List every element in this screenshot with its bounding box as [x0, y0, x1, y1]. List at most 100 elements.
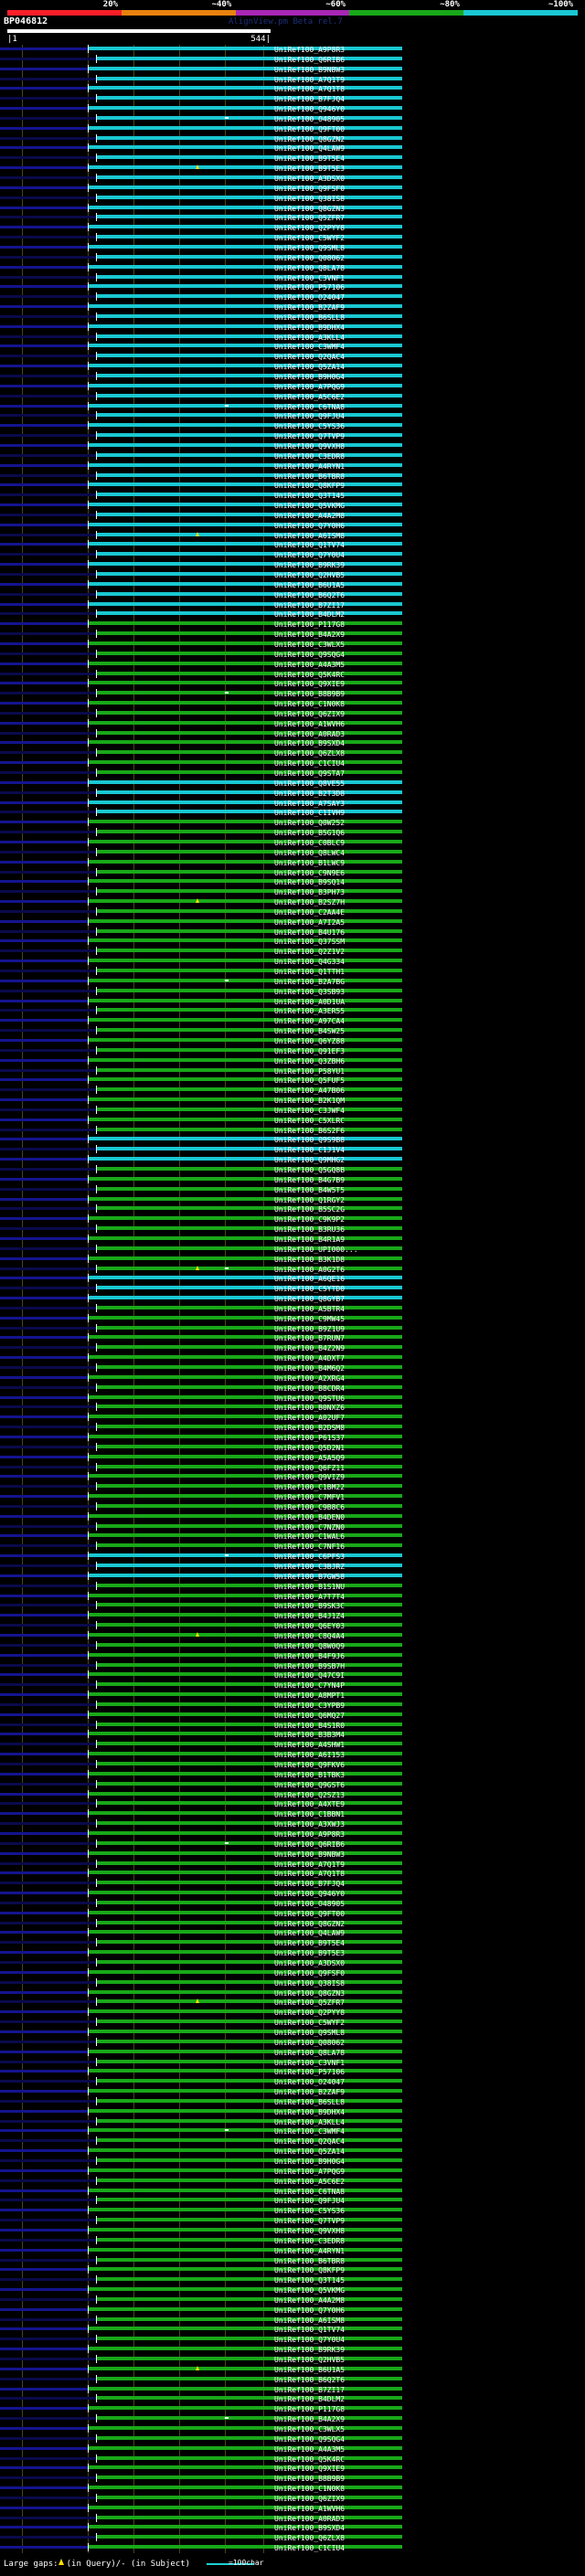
subject-label[interactable]: UniRef100_B2A7BG — [274, 977, 346, 986]
subject-label[interactable]: UniRef100_Q8KFP9 — [274, 2266, 346, 2275]
hsp-bar[interactable] — [88, 2386, 402, 2390]
hsp-bar[interactable] — [88, 1394, 402, 1399]
alignment-row[interactable]: UniRef100_Q8LA78 — [0, 262, 585, 273]
hsp-bar[interactable] — [88, 1593, 402, 1597]
alignment-row[interactable]: UniRef100_Q6EY03 — [0, 1621, 585, 1631]
alignment-row[interactable]: UniRef100_A7Q1T9 — [0, 74, 585, 85]
hsp-bar[interactable] — [88, 66, 402, 70]
alignment-row[interactable]: UniRef100_A6ISM8 — [0, 530, 585, 541]
alignment-row[interactable]: UniRef100_C1IVH9 — [0, 808, 585, 818]
alignment-row[interactable]: UniRef100_Q47C9I — [0, 1670, 585, 1680]
hsp-bar[interactable] — [96, 1920, 402, 1924]
subject-label[interactable]: UniRef100_Q9STA7 — [274, 769, 346, 779]
alignment-row[interactable]: UniRef100_B4U176 — [0, 927, 585, 938]
alignment-row[interactable]: UniRef100_A02UF7 — [0, 1413, 585, 1423]
subject-label[interactable]: UniRef100_A7Q1T9 — [274, 75, 346, 84]
subject-label[interactable]: UniRef100_B3PH73 — [274, 888, 346, 897]
hsp-bar[interactable] — [96, 393, 402, 398]
hsp-bar[interactable] — [96, 2296, 402, 2301]
subject-label[interactable]: UniRef100_B9T5E3 — [274, 1949, 346, 1958]
alignment-row[interactable]: UniRef100_A6QE16 — [0, 1274, 585, 1284]
subject-label[interactable]: UniRef100_C3WLX5 — [274, 640, 346, 649]
alignment-row[interactable]: UniRef100_Q2QAC4 — [0, 2136, 585, 2147]
hsp-bar[interactable] — [96, 2316, 402, 2321]
hsp-bar[interactable] — [88, 820, 402, 824]
hsp-bar[interactable] — [96, 1167, 402, 1171]
alignment-row[interactable]: UniRef100_C9MW45 — [0, 1313, 585, 1324]
alignment-row[interactable]: UniRef100_P57106 — [0, 282, 585, 292]
hsp-bar[interactable] — [96, 988, 402, 992]
hsp-bar[interactable] — [96, 1067, 402, 1072]
subject-label[interactable]: UniRef100_Q9FJU4 — [274, 2197, 346, 2206]
hsp-bar[interactable] — [96, 1028, 402, 1033]
alignment-row[interactable]: UniRef100_Q9STA7 — [0, 769, 585, 779]
subject-label[interactable]: UniRef100_C6PFS3 — [274, 1553, 346, 1562]
subject-label[interactable]: UniRef100_C8Q4A4 — [274, 1631, 346, 1640]
subject-label[interactable]: UniRef100_Q9FT00 — [274, 124, 346, 133]
subject-label[interactable]: UniRef100_A3KLL4 — [274, 2117, 346, 2126]
alignment-row[interactable]: UniRef100_B6U1A5 — [0, 579, 585, 590]
alignment-row[interactable]: UniRef100_B9RK39 — [0, 560, 585, 570]
alignment-row[interactable]: UniRef100_P117G8 — [0, 2404, 585, 2414]
hsp-bar[interactable] — [96, 493, 402, 497]
alignment-row[interactable]: UniRef100_O48905 — [0, 1898, 585, 1909]
subject-label[interactable]: UniRef100_A5C6E2 — [274, 392, 346, 401]
hsp-bar[interactable] — [96, 96, 402, 101]
alignment-row[interactable]: UniRef100_Q4G334 — [0, 957, 585, 967]
hsp-bar[interactable] — [88, 2227, 402, 2231]
alignment-row[interactable]: UniRef100_Q5FUF5 — [0, 1076, 585, 1086]
hsp-bar[interactable] — [88, 681, 402, 685]
subject-label[interactable]: UniRef100_Q8W0Q9 — [274, 1641, 346, 1650]
alignment-row[interactable]: UniRef100_B2T3D8 — [0, 788, 585, 799]
hsp-bar[interactable] — [96, 512, 402, 516]
alignment-row[interactable]: UniRef100_B5SC2G — [0, 1204, 585, 1214]
subject-label[interactable]: UniRef100_A6ISM8 — [274, 531, 346, 540]
subject-label[interactable]: UniRef100_C3BJRZ — [274, 1563, 346, 1572]
hsp-bar[interactable] — [88, 641, 402, 645]
subject-label[interactable]: UniRef100_B4R1A9 — [274, 1235, 346, 1244]
subject-label[interactable]: UniRef100_A5C6E2 — [274, 2177, 346, 2186]
subject-label[interactable]: UniRef100_B4F9J6 — [274, 1651, 346, 1660]
hsp-bar[interactable] — [96, 2495, 402, 2499]
hsp-bar[interactable] — [96, 1186, 402, 1191]
subject-label[interactable]: UniRef100_C5YS36 — [274, 422, 346, 431]
hsp-bar[interactable] — [88, 403, 402, 408]
subject-label[interactable]: UniRef100_Q5VKMG — [274, 502, 346, 511]
hsp-bar[interactable] — [96, 2118, 402, 2123]
alignment-row[interactable]: UniRef100_A3KLL4 — [0, 332, 585, 343]
subject-label[interactable]: UniRef100_C6TNA8 — [274, 402, 346, 411]
alignment-row[interactable]: UniRef100_C1J1V4 — [0, 1145, 585, 1155]
hsp-bar[interactable] — [96, 1464, 402, 1468]
hsp-bar[interactable] — [96, 750, 402, 755]
alignment-row[interactable]: UniRef100_Q2HVB5 — [0, 2355, 585, 2365]
hsp-bar[interactable] — [88, 2465, 402, 2470]
subject-label[interactable]: UniRef100_B8B9B9 — [274, 2475, 346, 2484]
subject-label[interactable]: UniRef100_B4DLM2 — [274, 610, 346, 620]
hsp-bar[interactable] — [96, 1523, 402, 1528]
hsp-bar[interactable] — [96, 1425, 402, 1429]
subject-label[interactable]: UniRef100_B4U176 — [274, 928, 346, 937]
hsp-bar[interactable] — [96, 2376, 402, 2380]
alignment-row[interactable]: UniRef100_Q9FT00 — [0, 1908, 585, 1919]
subject-label[interactable]: UniRef100_A9P8R3 — [274, 46, 346, 54]
alignment-row[interactable]: UniRef100_Q6MQ27 — [0, 1710, 585, 1721]
hsp-bar[interactable] — [96, 1742, 402, 1746]
subject-label[interactable]: UniRef100_O24047 — [274, 2078, 346, 2087]
subject-label[interactable]: UniRef100_Q7TVP9 — [274, 432, 346, 441]
subject-label[interactable]: UniRef100_B6U1A5 — [274, 2365, 346, 2374]
alignment-row[interactable]: UniRef100_B8B9B9 — [0, 689, 585, 699]
hsp-bar[interactable] — [96, 115, 402, 120]
subject-label[interactable]: UniRef100_C7NZN0 — [274, 1522, 346, 1532]
subject-label[interactable]: UniRef100_B4DLM2 — [274, 2395, 346, 2404]
subject-label[interactable]: UniRef100_B4M6Q2 — [274, 1364, 346, 1373]
alignment-row[interactable]: UniRef100_O48905 — [0, 113, 585, 124]
hsp-bar[interactable] — [96, 1127, 402, 1131]
alignment-row[interactable]: UniRef100_C1N0K8 — [0, 699, 585, 709]
subject-label[interactable]: UniRef100_Q38IS8 — [274, 194, 346, 203]
hsp-bar[interactable] — [96, 472, 402, 477]
alignment-row[interactable]: UniRef100_Q9SQG4 — [0, 649, 585, 660]
hsp-bar[interactable] — [96, 2218, 402, 2222]
hsp-bar[interactable] — [88, 482, 402, 487]
subject-label[interactable]: UniRef100_Q8KFP9 — [274, 482, 346, 491]
subject-label[interactable]: UniRef100_Q8VE55 — [274, 779, 346, 788]
